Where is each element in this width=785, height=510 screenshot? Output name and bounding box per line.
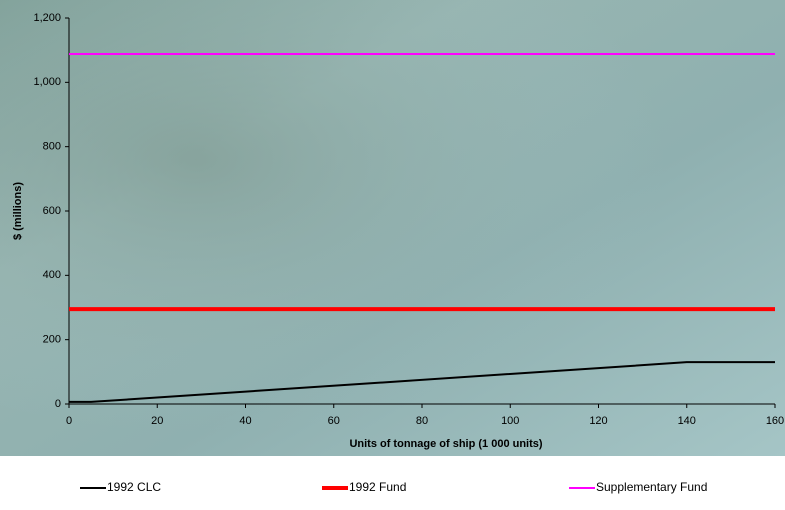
x-axis-title: Units of tonnage of ship (1 000 units): [349, 438, 542, 450]
y-tick-label: 200: [43, 334, 61, 346]
y-tick-label: 600: [43, 205, 61, 217]
x-tick-label: 60: [328, 415, 340, 427]
y-tick-label: 1,000: [33, 76, 61, 88]
x-tick-label: 160: [766, 415, 784, 427]
y-axis-title: $ (millions): [12, 182, 24, 240]
x-tick-label: 120: [589, 415, 607, 427]
x-tick-label: 140: [678, 415, 696, 427]
y-tick-label: 1,200: [33, 12, 61, 24]
x-tick-label: 80: [416, 415, 428, 427]
x-tick-label: 100: [501, 415, 519, 427]
x-tick-label: 0: [66, 415, 72, 427]
y-tick-label: 0: [55, 398, 61, 410]
chart-background-texture: [0, 0, 785, 456]
legend-label: 1992 Fund: [349, 480, 406, 494]
legend-label: Supplementary Fund: [596, 480, 707, 494]
legend: 1992 CLC 1992 Fund Supplementary Fund: [80, 480, 707, 494]
legend-label: 1992 CLC: [107, 480, 161, 494]
chart: Units of tonnage of ship (1 000 units) $…: [0, 0, 785, 510]
x-tick-label: 40: [239, 415, 251, 427]
y-tick-label: 800: [43, 141, 61, 153]
x-tick-label: 20: [151, 415, 163, 427]
y-tick-label: 400: [43, 269, 61, 281]
